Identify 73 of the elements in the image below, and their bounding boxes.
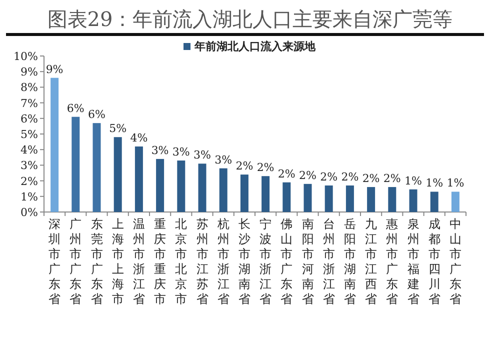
x-tick-label: 东莞市广东省 — [90, 217, 103, 306]
x-tick-label: 深圳市广东省 — [48, 217, 61, 306]
x-tick-label: 岳阳市湖南省 — [344, 217, 356, 306]
bar — [282, 182, 291, 212]
data-label: 1% — [404, 174, 422, 188]
data-label: 6% — [88, 108, 106, 122]
x-tick-label: 温州市浙江省 — [132, 217, 145, 306]
data-label: 2% — [278, 167, 296, 180]
bar — [388, 187, 396, 212]
x-tick-label: 上海市上海市 — [112, 217, 124, 306]
x-tick-label: 长沙市湖南省 — [238, 217, 250, 306]
x-tick-label: 重庆市重庆市 — [154, 217, 166, 306]
y-tick-label: 4% — [20, 144, 38, 157]
y-tick-label: 10% — [14, 50, 38, 63]
bar — [198, 164, 206, 212]
data-label: 2% — [299, 168, 316, 182]
bar — [451, 192, 460, 212]
legend-label: 年前湖北人口流入来源地 — [194, 40, 316, 53]
bar — [324, 185, 333, 212]
bar — [304, 184, 312, 212]
bar — [177, 160, 186, 212]
x-tick-label: 宁波市浙江省 — [260, 217, 272, 306]
bar — [219, 168, 228, 212]
bar — [430, 192, 438, 212]
bar — [134, 146, 143, 212]
chart-title: 图表29：年前流入湖北人口主要来自深广莞等 — [47, 7, 453, 31]
y-tick-label: 8% — [20, 81, 38, 94]
bar — [92, 123, 101, 212]
data-label: 5% — [109, 122, 127, 136]
x-tick-label: 南阳市河南省 — [302, 217, 314, 306]
data-label: 2% — [341, 170, 359, 184]
y-tick-label: 0% — [20, 206, 38, 219]
data-label: 3% — [194, 148, 211, 162]
bar — [240, 174, 248, 212]
x-tick-label: 北京市北京市 — [175, 217, 188, 306]
x-tick-label: 广州市广东省 — [70, 217, 82, 306]
data-label: 2% — [383, 172, 401, 186]
x-tick-label: 中山市广东省 — [449, 217, 462, 306]
data-label: 2% — [256, 161, 274, 174]
bar — [409, 189, 418, 212]
x-tick-label: 成都市四川省 — [428, 217, 440, 306]
y-tick-label: 9% — [20, 66, 38, 79]
y-tick-label: 1% — [20, 190, 38, 204]
y-tick-label: 3% — [20, 159, 38, 172]
x-tick-label: 九江市江西省 — [365, 217, 378, 306]
data-label: 3% — [151, 144, 169, 157]
x-tick-label: 惠州市广东省 — [385, 217, 398, 306]
bar — [262, 176, 270, 212]
data-label: 4% — [130, 131, 148, 144]
y-tick-label: 5% — [20, 128, 38, 141]
data-label: 9% — [46, 62, 64, 76]
bar — [346, 185, 354, 212]
x-tick-label: 杭州市浙江省 — [216, 217, 230, 306]
bar — [72, 116, 80, 212]
x-tick-label: 台州市浙江省 — [322, 217, 335, 306]
data-label: 3% — [172, 146, 190, 159]
y-tick-label: 2% — [20, 174, 38, 188]
data-label: 6% — [66, 102, 84, 115]
bar — [156, 158, 164, 212]
data-label: 3% — [214, 153, 232, 166]
y-tick-label: 6% — [20, 112, 38, 126]
data-label: 1% — [446, 176, 464, 190]
x-tick-label: 佛山市广东省 — [280, 217, 293, 306]
data-label: 2% — [362, 172, 380, 186]
bar — [114, 137, 122, 212]
data-label: 2% — [236, 160, 254, 173]
x-tick-label: 苏州市江苏省 — [196, 217, 208, 306]
data-label: 1% — [426, 176, 444, 190]
y-tick-label: 7% — [20, 96, 38, 110]
bar — [50, 78, 59, 212]
data-label: 2% — [320, 170, 338, 184]
x-tick-label: 泉州市福建省 — [406, 217, 420, 306]
bar — [367, 187, 376, 212]
